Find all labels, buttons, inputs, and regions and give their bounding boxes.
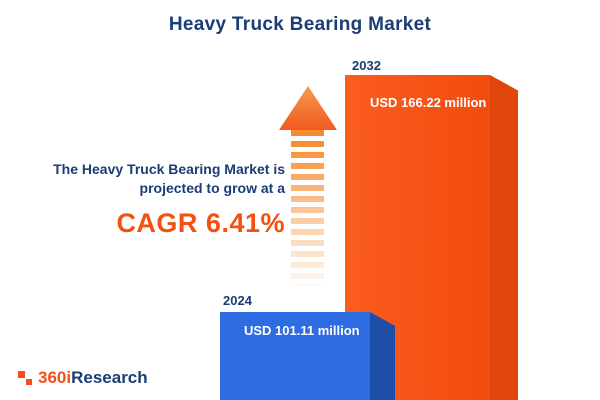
- logo-squares-icon: [18, 369, 34, 387]
- brand-logo: 360iResearch: [18, 368, 148, 388]
- value-label-2024: USD 101.11 million: [244, 323, 360, 338]
- growth-arrow-head-icon: [279, 86, 337, 130]
- category-label-2024: 2024: [223, 293, 252, 308]
- category-label-2032: 2032: [352, 58, 381, 73]
- logo-text-navy: Research: [71, 368, 148, 387]
- growth-description: The Heavy Truck Bearing Market is projec…: [20, 160, 285, 239]
- logo-text-orange: 360i: [38, 368, 72, 387]
- page-title: Heavy Truck Bearing Market: [168, 14, 432, 35]
- growth-arrow-striped-tail-icon: [291, 130, 324, 286]
- value-label-2032: USD 166.22 million: [370, 95, 487, 110]
- bar-2024: [220, 312, 370, 400]
- logo-text: 360iResearch: [38, 368, 148, 388]
- bar-2032-side-face: [490, 75, 518, 400]
- bar-2024-side-face: [370, 312, 395, 400]
- cagr-value: CAGR 6.41%: [116, 208, 285, 238]
- description-line-1: The Heavy Truck Bearing Market is: [53, 161, 285, 177]
- description-line-2: projected to grow at a: [139, 180, 285, 196]
